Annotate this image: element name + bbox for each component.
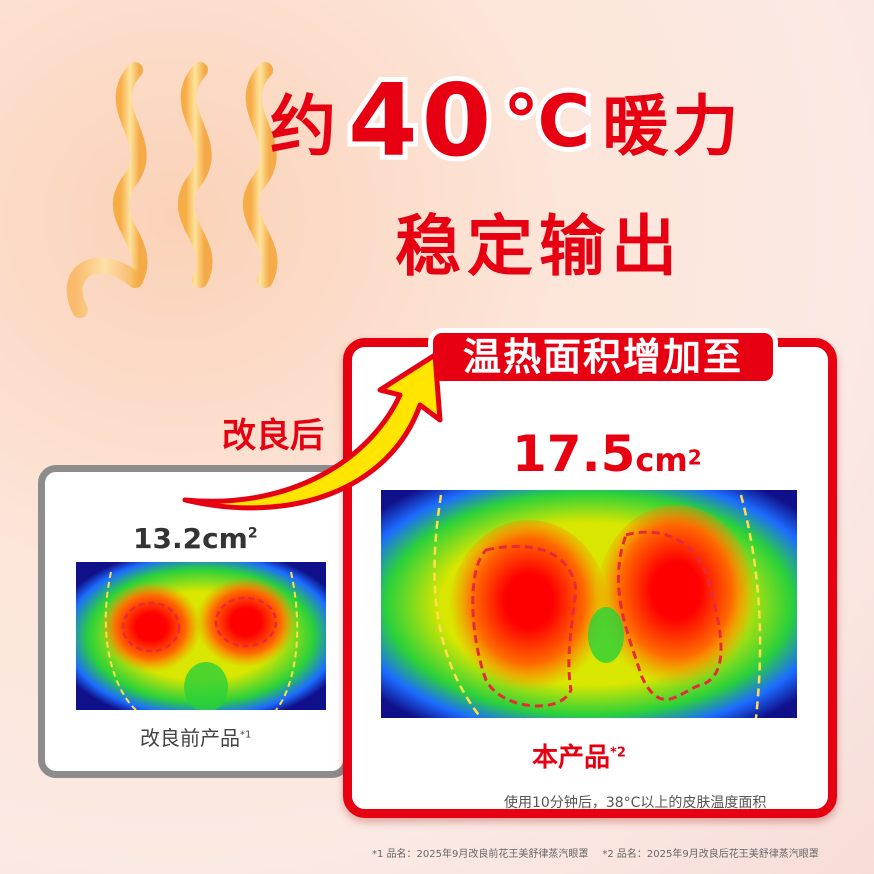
before-thermal-image xyxy=(76,562,326,710)
headline-line2: 稳定输出 xyxy=(395,208,683,285)
headline-unit: ℃ xyxy=(498,74,595,168)
improvement-arrow-icon xyxy=(182,352,443,511)
footnotes: *1 品名：2025年9月改良前花王美舒律蒸汽眼罩 *2 品名：2025年9月改… xyxy=(372,845,819,860)
before-area: 13.2cm2 xyxy=(133,522,258,555)
headline-prefix: 约 xyxy=(270,87,340,165)
headline: 约 40 ℃ 暖力 xyxy=(270,57,743,184)
after-card: 17.5cm2 本产品*2 使用10分钟后，38°C以上的皮肤温度面积 xyxy=(343,338,837,818)
after-improvement-label: 改良后 xyxy=(222,416,324,456)
heat-wave-icon xyxy=(66,62,278,318)
before-card: 13.2cm2 改良前产品*1 xyxy=(38,465,350,778)
headline-suffix: 暖力 xyxy=(602,87,743,165)
footnote-2: *2 品名：2025年9月改良后花王美舒律蒸汽眼罩 xyxy=(602,849,819,860)
footnote-1: *1 品名：2025年9月改良前花王美舒律蒸汽眼罩 xyxy=(372,849,589,860)
after-area: 17.5cm2 xyxy=(512,425,702,483)
after-caption: 使用10分钟后，38°C以上的皮肤温度面积 xyxy=(504,795,767,811)
headline-temperature: 40 xyxy=(343,57,496,184)
area-increase-banner: 温热面积增加至 xyxy=(428,328,778,386)
after-product-label: 本产品*2 xyxy=(532,743,626,773)
after-thermal-image xyxy=(381,490,797,718)
before-product-label: 改良前产品*1 xyxy=(140,726,252,750)
